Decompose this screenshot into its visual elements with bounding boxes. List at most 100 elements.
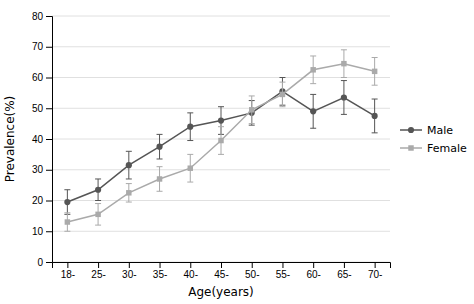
tick: 20	[32, 195, 52, 206]
tick-mark	[46, 108, 52, 109]
marker	[372, 113, 378, 119]
tick-mark	[221, 262, 222, 268]
line	[67, 64, 374, 222]
tick-mark	[46, 47, 52, 48]
tick-label: 60	[32, 72, 44, 83]
tick: 60-	[306, 262, 320, 280]
y-axis: 0 10 20 30 40 50 60 70 80	[32, 11, 53, 268]
tick-label: 50	[32, 103, 44, 114]
tick-label: 45-	[214, 269, 228, 280]
tick: 70-	[368, 262, 382, 280]
tick: 35-	[153, 262, 167, 280]
tick-label: 55-	[276, 269, 290, 280]
marker	[126, 162, 132, 168]
tick: 50-	[245, 262, 259, 280]
tick-mark	[46, 262, 52, 263]
tick: 65-	[337, 262, 351, 280]
marker	[341, 94, 347, 100]
legend: Male Female	[400, 124, 467, 155]
error-bar	[341, 50, 347, 78]
x-axis: 18-25-30-35-40-45-50-55-60-65-70-	[53, 262, 391, 280]
tick-label: 70-	[368, 269, 382, 280]
tick-label: 40	[32, 134, 44, 145]
marker	[218, 138, 223, 143]
tick-label: 60-	[306, 269, 320, 280]
error-bar	[218, 127, 224, 155]
tick-mark	[282, 262, 283, 268]
legend-marker	[408, 145, 413, 150]
tick-label: 0	[37, 257, 43, 268]
tick: 50	[32, 103, 52, 114]
marker	[310, 108, 316, 114]
marker	[156, 144, 162, 150]
legend-item: Male	[400, 124, 453, 137]
tick-mark	[67, 262, 68, 268]
tick-mark	[46, 201, 52, 202]
line	[67, 91, 374, 202]
marker	[249, 107, 254, 112]
tick-mark	[129, 262, 130, 268]
error-bar	[95, 179, 101, 201]
tick-label: 30-	[122, 269, 136, 280]
plot: 18-25-30-35-40-45-50-55-60-65-70-0102030…	[32, 11, 391, 280]
legend-label: Male	[427, 124, 453, 137]
marker	[372, 69, 377, 74]
error-bar	[372, 58, 378, 86]
x-axis-title: Age(years)	[188, 285, 254, 299]
marker	[157, 176, 162, 181]
tick-label: 40-	[184, 269, 198, 280]
error-bar	[341, 81, 347, 115]
grid-line	[52, 46, 390, 47]
tick: 10	[32, 226, 52, 237]
tick-label: 20	[32, 195, 44, 206]
tick: 55-	[276, 262, 290, 280]
tick: 80	[32, 11, 52, 22]
tick-label: 70	[32, 41, 44, 52]
tick-label: 10	[32, 226, 44, 237]
tick-mark	[98, 262, 99, 268]
marks	[64, 50, 377, 231]
tick: 30-	[122, 262, 136, 280]
chart: 18-25-30-35-40-45-50-55-60-65-70-0102030…	[0, 0, 474, 304]
tick-label: 65-	[337, 269, 351, 280]
tick: 40-	[184, 262, 198, 280]
error-bar	[126, 184, 132, 202]
error-bar	[372, 99, 378, 133]
tick-mark	[46, 139, 52, 140]
tick-mark	[252, 262, 253, 268]
tick-mark	[344, 262, 345, 268]
tick-mark	[160, 262, 161, 268]
error-bar	[310, 56, 316, 84]
legend-label: Female	[427, 142, 467, 155]
error-bar	[157, 134, 163, 159]
tick-label: 80	[32, 11, 44, 22]
legend-item: Female	[400, 142, 467, 155]
tick-mark	[190, 262, 191, 268]
error-bar	[64, 190, 70, 215]
axis-line	[46, 17, 53, 263]
marker	[187, 124, 193, 130]
legend-marker	[408, 127, 414, 133]
marker	[64, 199, 70, 205]
marker	[95, 212, 100, 217]
error-bar	[95, 204, 101, 226]
grid-line	[52, 16, 390, 17]
marker	[341, 61, 346, 66]
grid-line	[52, 77, 390, 78]
tick-label: 25-	[91, 269, 105, 280]
grid-line	[52, 231, 390, 232]
error-bar	[187, 113, 193, 141]
error-bar	[126, 151, 132, 179]
tick: 30	[32, 164, 52, 175]
tick-label: 50-	[245, 269, 259, 280]
marker	[188, 165, 193, 170]
tick: 40	[32, 134, 52, 145]
y-axis-title: Prevalence(%)	[3, 96, 17, 183]
error-bar	[157, 167, 163, 192]
marker	[126, 190, 131, 195]
marker	[65, 219, 70, 224]
marker	[310, 67, 315, 72]
series	[64, 78, 377, 215]
tick: 0	[37, 257, 52, 268]
tick-mark	[46, 231, 52, 232]
